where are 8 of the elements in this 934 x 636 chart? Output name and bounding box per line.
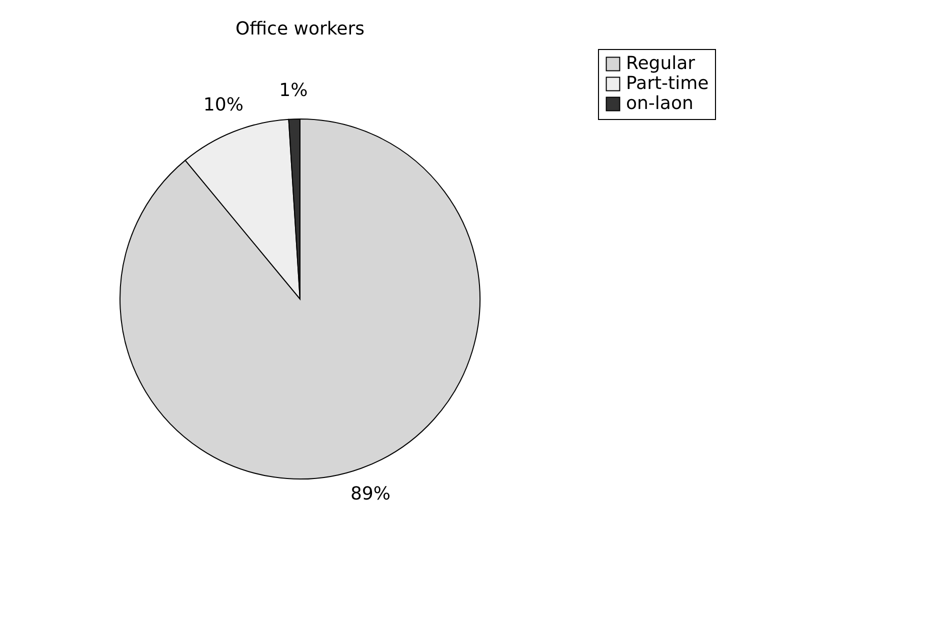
pie-slice <box>120 118 480 480</box>
legend-label: on-laon <box>626 93 694 114</box>
legend-label: Part-time <box>626 73 709 94</box>
legend-label: Regular <box>626 53 696 74</box>
chart-title: Office workers <box>235 18 365 40</box>
data-label: 1% <box>279 80 308 102</box>
data-label: 89% <box>350 484 390 505</box>
data-label: 10% <box>203 94 244 116</box>
